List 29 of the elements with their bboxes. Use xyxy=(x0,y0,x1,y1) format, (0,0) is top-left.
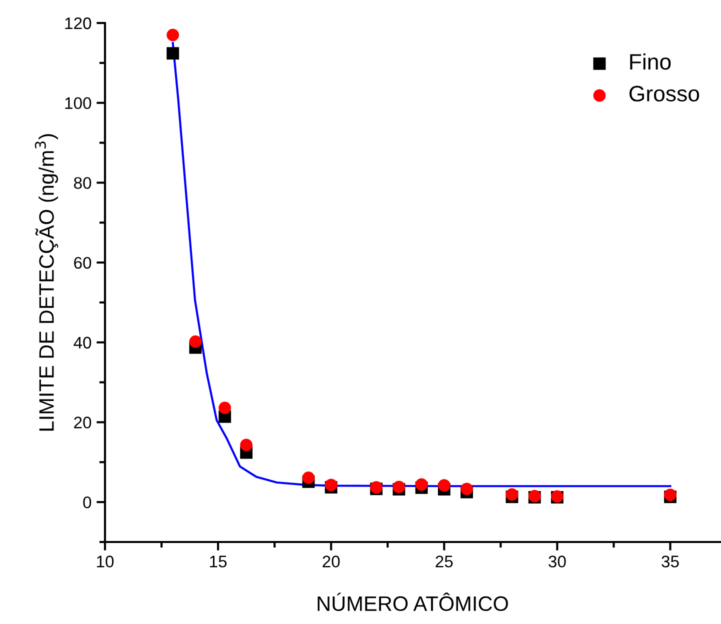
point xyxy=(166,47,180,60)
y-axis-title: LIMITE DE DETECÇÃO (ng/m$^{3}$) xyxy=(34,134,58,431)
point xyxy=(218,402,232,414)
point xyxy=(392,480,406,494)
point xyxy=(324,478,338,492)
legend-label: Fino xyxy=(630,53,671,70)
point xyxy=(302,472,315,484)
y-tick-label: 120 xyxy=(65,17,92,30)
x-tick-label: 30 xyxy=(548,556,566,568)
point xyxy=(240,438,253,452)
x-tick-label: 10 xyxy=(97,556,114,568)
point xyxy=(460,482,473,496)
y-tick-label: 80 xyxy=(74,177,92,189)
x-tick-label: 15 xyxy=(210,556,227,568)
y-tick-label: 40 xyxy=(74,336,92,349)
point xyxy=(189,335,202,348)
x-tick-label: 35 xyxy=(662,556,679,568)
y-tick-label: 0 xyxy=(83,496,92,508)
point xyxy=(506,488,518,501)
x-tick-label: 25 xyxy=(436,556,453,568)
x-axis-title: NÚMERO ATÔMICO xyxy=(318,592,508,612)
point xyxy=(166,28,180,42)
x-tick-label: 20 xyxy=(322,556,340,568)
legend-label: Grosso xyxy=(629,86,700,102)
y-tick-label: 20 xyxy=(74,416,92,428)
point xyxy=(415,478,428,491)
y-tick-label: 100 xyxy=(65,97,92,110)
y-tick-label: 60 xyxy=(74,256,92,269)
point xyxy=(438,479,450,492)
